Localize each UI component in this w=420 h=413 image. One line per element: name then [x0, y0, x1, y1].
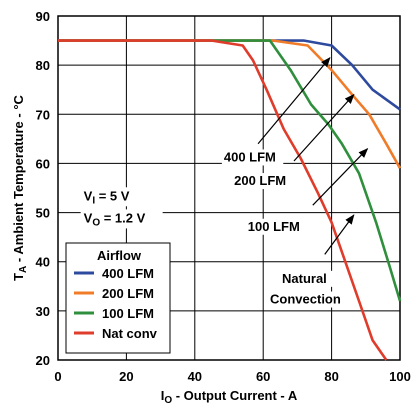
x-tick-label: 60 [256, 369, 270, 384]
annotation-bg [280, 270, 342, 287]
x-tick-label: 0 [54, 369, 61, 384]
series-line [58, 39, 402, 169]
annotation-label: Natural [282, 271, 327, 286]
chart-ticks: 0 20 40 60 80 100 20 30 40 50 60 70 80 90 [36, 9, 411, 384]
y-tick-label: 60 [36, 156, 50, 171]
legend-box [65, 242, 171, 354]
annotation-bg [221, 149, 284, 166]
chart-legend: Airflow 400 LFM 200 LFM 100 LFM Nat conv [65, 242, 171, 354]
chart-axis-labels: IO - Output Current - A TA - Ambient Temp… [11, 94, 298, 406]
series-line [58, 39, 388, 361]
chart-annotations: 400 LFM 200 LFM 100 LFM Natural Convection [221, 57, 369, 308]
chart-conditions: VI = 5 V VO = 1.2 V [80, 187, 163, 229]
x-tick-label: 80 [324, 369, 338, 384]
annotation-bg [232, 173, 294, 190]
annotation-label: 400 LFM [224, 149, 276, 164]
annotation-arrow [293, 93, 355, 162]
x-tick-label: 20 [119, 369, 133, 384]
annotation-label: 100 LFM [248, 219, 300, 234]
x-tick-label: 100 [389, 369, 411, 384]
y-tick-label: 40 [36, 255, 50, 270]
annotation-bg [245, 218, 308, 235]
series-line [58, 39, 402, 302]
annotation-label: 200 LFM [234, 173, 286, 188]
condition-bg [80, 187, 163, 207]
legend-entry: 400 LFM [102, 266, 154, 281]
y-tick-label: 80 [36, 58, 50, 73]
y-tick-label: 70 [36, 107, 50, 122]
chart-grid [57, 15, 401, 361]
plot-frame [57, 15, 401, 361]
annotation-arrow [324, 214, 355, 255]
y-tick-label: 30 [36, 304, 50, 319]
condition-label: VO = 1.2 V [84, 210, 146, 228]
legend-entry: 200 LFM [102, 286, 154, 301]
y-tick-label: 20 [36, 353, 50, 368]
y-axis-label: TA - Ambient Temperature - °C [11, 94, 29, 280]
legend-entry: 100 LFM [102, 306, 154, 321]
annotation-arrow [257, 57, 331, 145]
x-tick-label: 40 [188, 369, 202, 384]
legend-title: Airflow [97, 248, 142, 263]
y-axis-label-group: TA - Ambient Temperature - °C [11, 94, 29, 280]
annotation-arrow [312, 147, 369, 206]
annotation-bg [268, 291, 355, 308]
series-line [58, 39, 401, 111]
legend-entry: Nat conv [102, 326, 158, 341]
y-tick-label: 50 [36, 206, 50, 221]
condition-bg [80, 209, 163, 229]
condition-label: VI = 5 V [84, 188, 130, 206]
y-tick-label: 90 [36, 9, 50, 24]
chart-series [58, 39, 402, 361]
x-axis-label: IO - Output Current - A [161, 388, 298, 406]
annotation-label: Convection [270, 291, 341, 306]
